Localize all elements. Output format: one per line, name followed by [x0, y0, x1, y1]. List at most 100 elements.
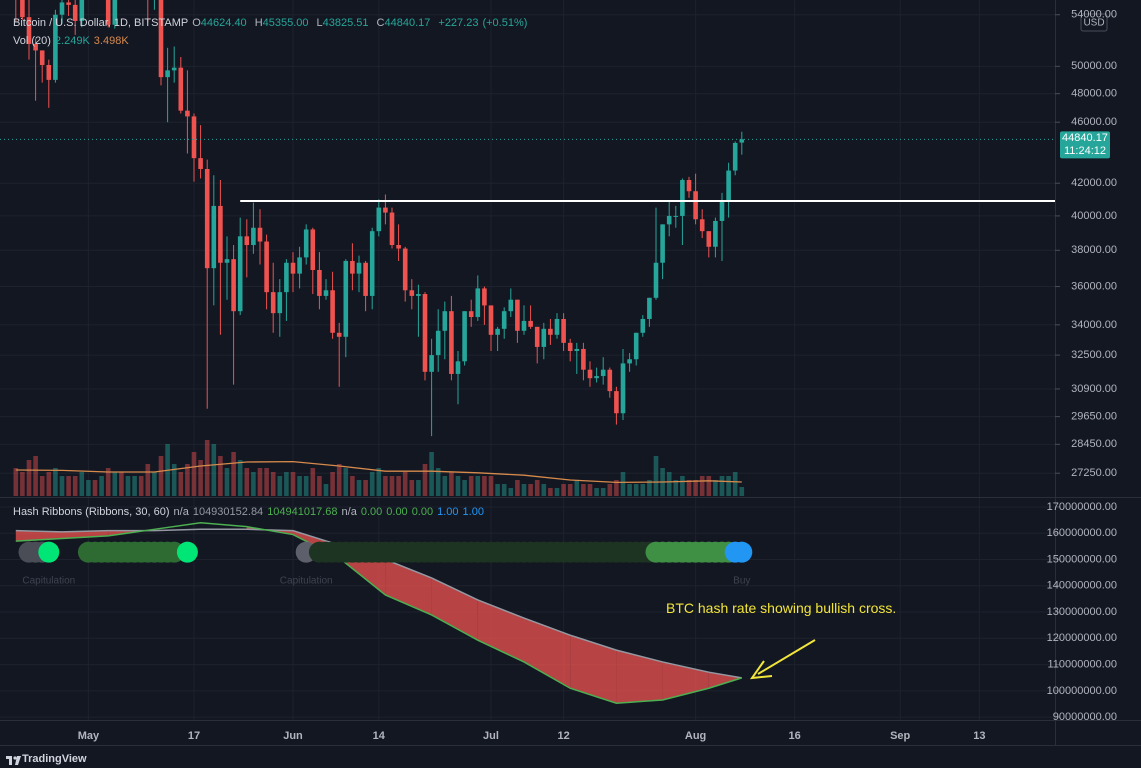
- candle-body: [495, 328, 500, 335]
- volume-bar: [435, 468, 441, 496]
- candle-body: [303, 229, 309, 258]
- y-tick-label: 90000000.00: [1053, 711, 1117, 723]
- candle-body: [693, 191, 698, 220]
- volume-bar: [66, 476, 71, 496]
- x-tick-label: 16: [788, 730, 800, 742]
- ohlc-prefix: C: [376, 17, 385, 29]
- volume-bar: [541, 484, 547, 496]
- volume-bar: [462, 480, 467, 496]
- indicator-value: n/a: [341, 506, 357, 518]
- y-tick-label: 130000000.00: [1047, 606, 1117, 618]
- volume-bar: [409, 480, 415, 496]
- volume-bar: [218, 456, 223, 496]
- candle-body: [468, 311, 474, 318]
- candle-body: [455, 361, 461, 374]
- volume-bar: [587, 484, 593, 496]
- indicator-value: 0.00: [411, 506, 434, 518]
- candle-body: [488, 305, 494, 335]
- ribbon-fill: [477, 599, 524, 662]
- candle-body: [449, 311, 454, 374]
- candle-body: [482, 288, 487, 306]
- candle-body: [198, 158, 203, 169]
- indicator-value: 1.00: [462, 506, 484, 518]
- ribbon-fill: [616, 650, 663, 704]
- volume-bar: [257, 468, 263, 496]
- volume-bar: [693, 480, 698, 496]
- volume-bar: [389, 476, 395, 496]
- volume-bar: [534, 480, 540, 496]
- volume-bar: [508, 488, 514, 496]
- candle-body: [277, 292, 283, 314]
- volume-bar: [680, 476, 685, 496]
- candle-body: [336, 332, 342, 337]
- volume-bar: [383, 476, 388, 496]
- change-pct: (+0.51%): [482, 17, 528, 29]
- y-tick-label: 30900.00: [1071, 383, 1117, 395]
- candle-body: [521, 320, 527, 331]
- volume-title: Vol (20): [13, 35, 51, 47]
- volume-bar: [185, 464, 190, 496]
- volume-ma-line: [15, 460, 742, 484]
- candle-body: [594, 376, 599, 379]
- candle-body: [501, 311, 507, 329]
- currency: USD: [1083, 18, 1104, 29]
- volume-bar: [653, 456, 659, 496]
- candle-body: [627, 359, 632, 364]
- candle-body: [739, 139, 745, 143]
- candle-body: [290, 262, 296, 274]
- volume-bar: [158, 456, 164, 496]
- overlay: [6, 639, 816, 765]
- candle-body: [475, 288, 481, 318]
- volume-bar: [53, 468, 58, 496]
- volume-bar: [515, 480, 520, 496]
- volume-bar: [356, 480, 362, 496]
- candle-body: [363, 262, 368, 296]
- volume-bar: [501, 484, 507, 496]
- x-tick-label: May: [78, 730, 100, 742]
- volume-bar: [350, 476, 355, 496]
- y-tick-label: 110000000.00: [1047, 658, 1117, 670]
- y-tick-label: 54000.00: [1071, 9, 1117, 21]
- volume-bar: [739, 487, 745, 496]
- volume-bar: [647, 480, 652, 496]
- candle-body: [673, 215, 679, 217]
- ohlc-value: 44624.40: [200, 17, 247, 29]
- indicator-value: 104930152.84: [192, 506, 264, 518]
- volume-bar: [442, 476, 448, 496]
- candle-body: [706, 231, 712, 247]
- candle-body: [402, 248, 408, 291]
- indicator-value: n/a: [173, 506, 189, 518]
- candle-body: [20, 0, 25, 18]
- axes: USD 54000.00 50000.00 48000.00 46000.00 4200…: [0, 0, 1141, 746]
- candle-body: [383, 207, 388, 213]
- y-tick-label: 34000.00: [1071, 319, 1117, 331]
- volume-bar: [99, 476, 104, 496]
- y-tick-label: 36000.00: [1071, 280, 1117, 292]
- candle-body: [462, 311, 467, 362]
- volume-bar: [600, 488, 606, 496]
- signal-dot: [38, 541, 60, 563]
- ohlc-prefix: H: [254, 17, 263, 29]
- candle-body: [699, 219, 705, 232]
- y-tick-label: 42000.00: [1071, 177, 1117, 189]
- candle-body: [528, 320, 533, 327]
- ribbon-fill: [431, 577, 478, 641]
- volume-bar: [264, 468, 269, 496]
- change: +227.23: [438, 17, 479, 29]
- volume-bar: [429, 452, 434, 496]
- volume-bar: [376, 468, 382, 496]
- indicator-value: 0.00: [360, 506, 383, 518]
- y-tick-label: 50000.00: [1071, 60, 1117, 72]
- candle-body: [587, 369, 593, 379]
- candle-body: [666, 215, 672, 225]
- candle-body: [442, 311, 448, 331]
- volume-bar: [297, 476, 302, 496]
- volume-bar: [620, 472, 626, 496]
- volume-bar: [251, 472, 256, 496]
- volume-bar: [145, 464, 151, 496]
- candle-body: [647, 297, 652, 319]
- current-price-box: [1060, 131, 1110, 159]
- volume-bar: [204, 440, 210, 496]
- volume-bar: [92, 480, 98, 496]
- ribbon-fill: [62, 530, 109, 539]
